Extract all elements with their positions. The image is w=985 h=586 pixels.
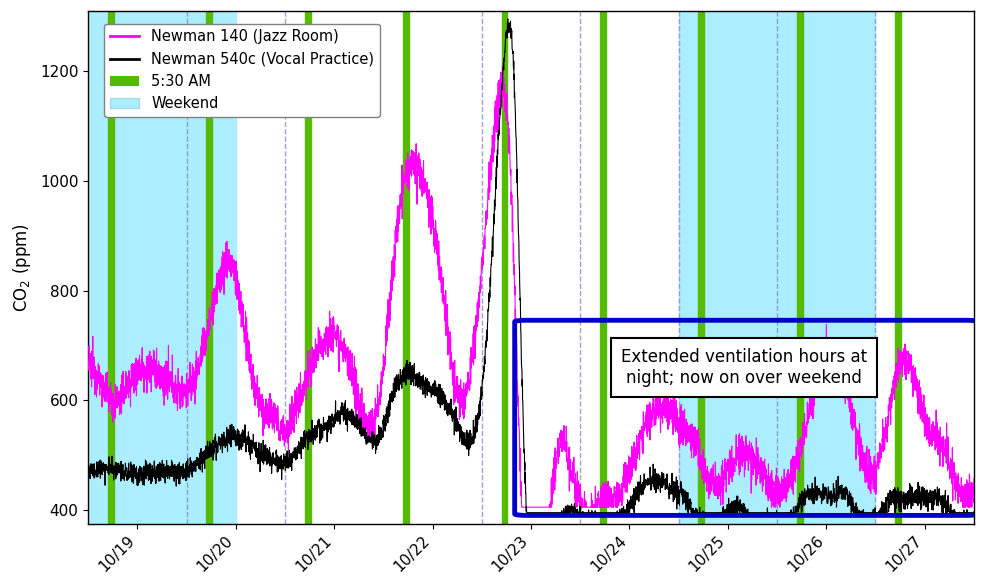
Bar [403, 11, 409, 524]
Bar [108, 11, 113, 524]
Bar [600, 11, 606, 524]
Legend: Newman 140 (Jazz Room), Newman 540c (Vocal Practice), 5:30 AM, Weekend: Newman 140 (Jazz Room), Newman 540c (Voc… [104, 23, 380, 117]
Bar [304, 11, 310, 524]
Bar [797, 11, 803, 524]
Bar [679, 11, 876, 524]
Bar [89, 11, 235, 524]
Bar [698, 11, 704, 524]
Bar [501, 11, 507, 524]
Y-axis label: CO$_2$ (ppm): CO$_2$ (ppm) [11, 223, 33, 312]
Bar [895, 11, 901, 524]
Bar [207, 11, 212, 524]
Text: Extended ventilation hours at
night; now on over weekend: Extended ventilation hours at night; now… [622, 348, 868, 387]
